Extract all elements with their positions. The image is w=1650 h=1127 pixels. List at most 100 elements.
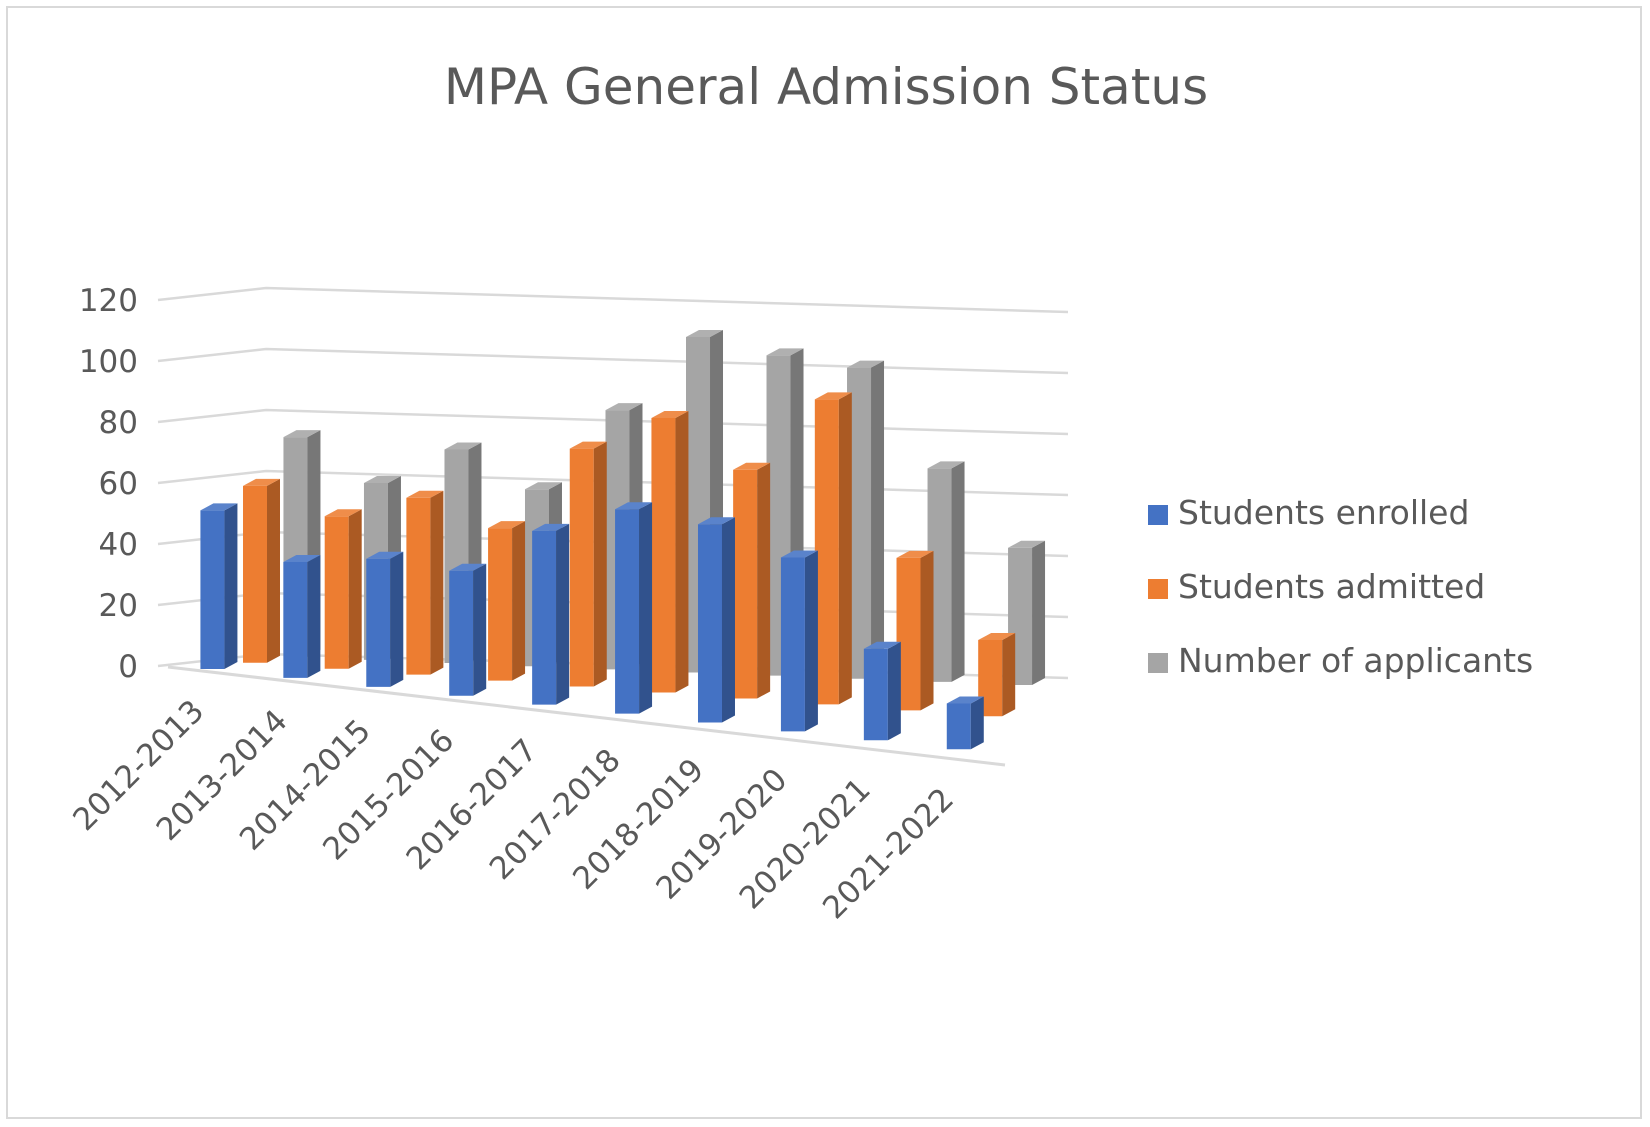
bar-side-face — [951, 461, 965, 682]
bar-side-face — [721, 517, 735, 723]
bar-side-face — [838, 392, 852, 705]
bar-side-face — [473, 563, 487, 696]
bar-side-face — [390, 551, 404, 687]
bar-front-face — [324, 516, 349, 669]
gridline — [157, 286, 1069, 314]
bar-top-face — [927, 461, 965, 469]
bar-front-face — [200, 510, 225, 670]
bar-top-face — [532, 523, 570, 531]
bar — [847, 360, 885, 679]
bars — [200, 329, 1046, 750]
bar — [733, 462, 771, 699]
bar-side-face — [556, 523, 570, 705]
bar-side-face — [970, 696, 984, 750]
bar-side-face — [430, 490, 444, 675]
gridline — [157, 347, 1069, 375]
bar-front-face — [896, 557, 921, 711]
bar-side-face — [871, 360, 885, 679]
bar-side-face — [920, 550, 934, 711]
x-axis-line — [167, 665, 1006, 767]
bar-top-face — [406, 490, 444, 498]
bar-top-face — [524, 482, 562, 490]
bar-top-face — [283, 430, 321, 438]
bar-side-face — [1032, 540, 1046, 686]
bar-side-face — [757, 462, 771, 699]
bar — [200, 503, 238, 670]
bar-side-face — [307, 555, 321, 678]
bar — [863, 641, 901, 741]
bar-front-face — [532, 530, 557, 705]
bar-top-face — [651, 410, 689, 418]
bar-front-face — [733, 469, 758, 699]
bar-front-face — [978, 640, 1003, 717]
chart-frame: MPA General Admission Status 0 20 40 60 80 10… — [6, 6, 1642, 1119]
bar-top-face — [488, 521, 526, 529]
bar-top-face — [243, 478, 281, 486]
bar-top-face — [978, 633, 1016, 641]
bar — [978, 633, 1016, 717]
bar-side-face — [639, 502, 653, 714]
bar-top-face — [814, 392, 852, 400]
bar-top-face — [605, 403, 643, 411]
bar-side-face — [512, 521, 526, 681]
bar-top-face — [569, 441, 607, 449]
legend-item: Students admitted — [1148, 567, 1485, 606]
bar-front-face — [814, 399, 839, 705]
bar-top-face — [847, 360, 885, 368]
bar — [406, 490, 444, 675]
bar — [324, 509, 362, 669]
bar — [780, 550, 818, 732]
bar-side-face — [224, 503, 238, 670]
bar-front-face — [243, 485, 268, 663]
bar-side-face — [887, 641, 901, 741]
bar-side-face — [675, 410, 689, 693]
bar-top-face — [733, 462, 771, 470]
legend-swatch — [1148, 579, 1168, 599]
bar-front-face — [569, 448, 594, 687]
bar-front-face — [615, 509, 640, 714]
bar-front-face — [780, 557, 805, 732]
bar-front-face — [946, 703, 971, 750]
bar — [896, 550, 934, 711]
bar-front-face — [406, 497, 431, 675]
bar — [615, 502, 653, 714]
bar — [651, 410, 689, 693]
y-axis: 0 20 40 60 80 100 120 — [79, 283, 138, 685]
bar-top-face — [697, 517, 735, 525]
bar-front-face — [449, 570, 474, 696]
bar-front-face — [927, 468, 952, 682]
bar-top-face — [766, 348, 804, 356]
legend-item: Students enrolled — [1148, 493, 1469, 532]
bar-top-face — [896, 550, 934, 558]
bar-top-face — [780, 550, 818, 558]
bar-front-face — [847, 367, 872, 679]
bar-top-face — [1008, 540, 1046, 548]
bar-front-face — [366, 558, 391, 687]
y-tick-label: 40 — [99, 527, 138, 563]
bar — [927, 461, 965, 682]
bar-top-face — [283, 555, 321, 563]
bar-front-face — [697, 524, 722, 723]
bar-front-face — [283, 562, 308, 678]
bar-top-face — [449, 563, 487, 571]
bar-front-face — [488, 528, 513, 681]
bar — [569, 441, 607, 687]
y-tick-label: 60 — [99, 466, 138, 502]
y-tick-label: 0 — [118, 649, 138, 685]
legend-label: Number of applicants — [1178, 641, 1533, 680]
legend-swatch — [1148, 505, 1168, 525]
y-tick-label: 20 — [99, 588, 138, 624]
bar — [283, 555, 321, 678]
bar-top-face — [363, 476, 401, 484]
bar-side-face — [1002, 633, 1016, 717]
chart-title: MPA General Admission Status — [444, 58, 1208, 116]
bar-top-face — [686, 329, 724, 337]
bar — [814, 392, 852, 705]
legend: Students enrolled Students admitted Number… — [1148, 493, 1533, 680]
legend-label: Students admitted — [1178, 567, 1485, 606]
bar-side-face — [593, 441, 607, 687]
y-tick-label: 100 — [79, 344, 138, 380]
bar-top-face — [324, 509, 362, 517]
bar-side-face — [348, 509, 362, 669]
bar-top-face — [366, 551, 404, 559]
